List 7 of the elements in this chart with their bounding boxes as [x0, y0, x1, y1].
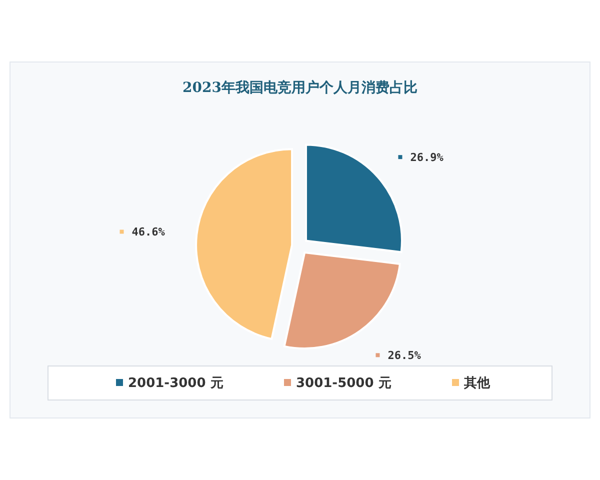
legend-label: 3001-5000 元	[296, 376, 392, 391]
data-label: 26.9%	[410, 151, 444, 164]
legend-label: 其他	[463, 376, 491, 391]
legend-label: 2001-3000 元	[128, 376, 224, 391]
chart-title: 2023年我国电竞用户个人月消费占比	[182, 79, 418, 96]
data-label: 46.6%	[132, 226, 166, 239]
data-label: 26.5%	[388, 349, 422, 362]
